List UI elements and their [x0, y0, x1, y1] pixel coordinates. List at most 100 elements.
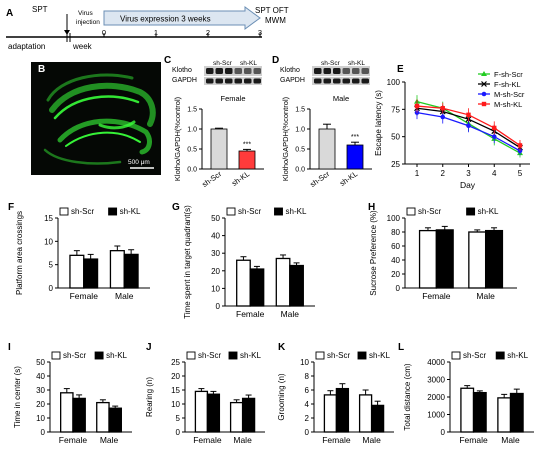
pf-letter: F — [8, 202, 14, 213]
pl-legend-swatch-scr — [451, 351, 461, 360]
timeline-tick-label-3: 3 — [258, 28, 262, 37]
timeline-tick-label-2: 2 — [206, 28, 210, 37]
pd-y-tick-label-0: 0.0 — [295, 167, 305, 174]
panel-i-bar-chart: I 0 10 20 30 40 50 Time in center (s) sh-Scr sh-K… — [8, 342, 132, 445]
pf-x-tick-label-0: Female — [70, 291, 99, 301]
pe-letter: E — [397, 64, 404, 75]
pd-lane-label-kl: sh-KL — [348, 60, 365, 67]
panel-l-bar-chart: L 0 1000 2000 3000 4000 Total distance (cm) sh-… — [398, 342, 534, 445]
week-label: week — [72, 42, 93, 51]
ph-y-tick-label-1: 20 — [391, 270, 400, 279]
pg-legend-swatch-kl — [274, 207, 283, 216]
pc-y-tick-label-2: 1.0 — [187, 127, 197, 134]
pl-legend-label-kl: sh-KL — [507, 351, 528, 360]
pg-y-tick-label-4: 40 — [211, 232, 220, 241]
pj-legend-swatch-scr — [186, 351, 196, 360]
pd-lane-label-scr: sh-Scr — [321, 60, 341, 67]
panel-b-micrograph: B 500 μm — [31, 62, 161, 175]
pc-y-tick-label-0: 0.0 — [187, 167, 197, 174]
pl-x-tick-label-1: Male — [501, 435, 520, 445]
pl-y-tick-label-0: 0 — [441, 428, 446, 437]
pe-point-3-2 — [466, 112, 471, 117]
pg-x-tick-label-1: Male — [281, 309, 300, 319]
ph-y-tick-label-2: 40 — [391, 256, 400, 265]
pf-x-tick-label-1: Male — [115, 291, 134, 301]
pd-gapdh-band-5 — [361, 78, 369, 84]
pc-y-tick-label-3: 1.5 — [187, 107, 197, 114]
pe-point-2-1 — [440, 114, 446, 120]
pk-letter: K — [278, 342, 286, 353]
pk-bar-0-0 — [323, 394, 338, 433]
pl-letter: L — [398, 342, 404, 353]
pj-bar-1-0 — [229, 401, 244, 433]
panel-j-bar-chart: J 0 5 10 15 20 25 Rearing (n) sh-Scr sh-KL Female M… — [145, 342, 265, 445]
pf-bar-1-1 — [123, 253, 139, 289]
pe-point-2-2 — [466, 123, 471, 129]
pd-klotho-band-0 — [314, 68, 322, 74]
pd-gapdh-band-4 — [352, 78, 360, 84]
pl-bar-0-0 — [460, 387, 475, 433]
pe-y-tick-label-1: 50 — [391, 133, 400, 142]
pd-gapdh-band-0 — [314, 78, 322, 84]
pg-y-tick-label-3: 30 — [211, 249, 220, 258]
pk-y-tick-label-2: 4 — [305, 400, 310, 409]
pk-x-tick-label-0: Female — [322, 435, 351, 445]
pd-y-tick-label-3: 1.5 — [295, 107, 305, 114]
pi-y-label: Time in center (s) — [13, 366, 22, 428]
pc-klotho-band-5 — [253, 68, 261, 74]
pi-bar-0-0 — [60, 392, 74, 433]
pc-letter: C — [164, 55, 171, 66]
pj-bar-1-1 — [241, 397, 256, 433]
pe-y-label: Escape latency (s) — [374, 90, 383, 156]
pc-gapdh-band-3 — [234, 78, 242, 84]
pj-y-tick-label-3: 15 — [171, 386, 180, 395]
pc-bar-1 — [238, 150, 256, 170]
adaptation-label: adaptation — [8, 42, 45, 51]
pe-x-tick-label-1: 2 — [441, 169, 446, 178]
pd-blot-klotho-strip — [312, 66, 370, 76]
pi-x-tick-label-0: Female — [59, 435, 88, 445]
pi-x-tick-label-1: Male — [100, 435, 119, 445]
pc-klotho-band-2 — [225, 68, 233, 74]
pg-y-tick-label-2: 20 — [211, 267, 220, 276]
pe-legend-marker-1 — [481, 81, 487, 87]
pl-bar-1-0 — [497, 397, 512, 433]
pi-bar-0-1 — [72, 397, 86, 433]
pk-legend-swatch-kl — [357, 351, 367, 360]
pe-point-2-3 — [491, 134, 497, 139]
pk-bar-0-1 — [335, 387, 350, 433]
pd-gapdh-band-1 — [323, 78, 331, 84]
pd-y-tick-label-2: 1.0 — [295, 127, 305, 134]
pl-y-tick-label-4: 4000 — [427, 358, 445, 367]
pe-legend-label-2: M-sh-Scr — [494, 90, 525, 99]
pi-bar-1-0 — [96, 401, 110, 433]
pc-gapdh-band-4 — [244, 78, 252, 84]
panel-letter-a: A — [6, 8, 13, 19]
pd-y-label: Klotho/GAPDH(%control) — [281, 96, 290, 181]
pc-band-label-klotho: Klotho — [172, 67, 192, 74]
pj-y-tick-label-4: 20 — [171, 372, 180, 381]
pd-group-title: Male — [333, 94, 349, 103]
pe-x-tick-label-0: 1 — [415, 169, 420, 178]
pc-significance: *** — [243, 141, 251, 148]
timeline-tick-label-1: 1 — [154, 28, 158, 37]
pd-band-label-gapdh: GAPDH — [280, 77, 305, 84]
pf-legend-swatch-scr — [59, 207, 69, 216]
pl-y-tick-label-3: 3000 — [427, 376, 445, 385]
pd-letter: D — [272, 55, 279, 66]
pf-y-tick-label-3: 15 — [44, 214, 53, 223]
ph-letter: H — [368, 202, 375, 213]
pe-legend-marker-2 — [481, 91, 487, 97]
pf-y-tick-label-1: 5 — [49, 261, 54, 270]
scale-bar-label: 500 μm — [128, 159, 150, 166]
panel-g-bar-chart: G 0 10 20 30 40 50 Time spent in target quadran… — [172, 202, 315, 319]
ph-bar-1-1 — [484, 229, 504, 289]
pd-klotho-band-5 — [361, 68, 369, 74]
pk-y-tick-label-0: 0 — [305, 428, 310, 437]
pl-bar-1-1 — [509, 392, 524, 433]
pj-y-tick-label-1: 5 — [176, 414, 181, 423]
pi-legend-swatch-scr — [51, 351, 61, 360]
pc-blot-gapdh-strip — [204, 77, 262, 85]
ph-y-tick-label-0: 0 — [396, 284, 401, 293]
pi-y-tick-label-3: 30 — [36, 386, 45, 395]
